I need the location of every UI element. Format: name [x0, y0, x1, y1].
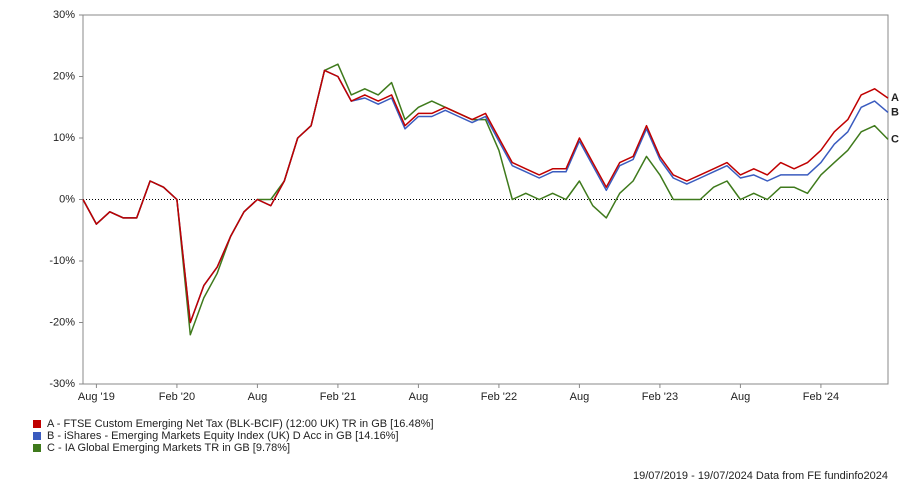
y-tick-label: 30% [53, 9, 75, 21]
x-tick-label: Feb '24 [803, 391, 839, 403]
x-tick-label: Feb '21 [320, 391, 356, 403]
x-tick-label: Feb '23 [642, 391, 678, 403]
footer: 19/07/2019 - 19/07/2024 Data from FE fun… [633, 470, 888, 482]
series-line [82, 63, 889, 336]
y-tick-label: -20% [49, 316, 75, 328]
x-tick-label: Aug [248, 391, 268, 403]
legend-swatch [33, 432, 41, 440]
y-tick-label: -30% [49, 378, 75, 390]
y-tick-label: 10% [53, 132, 75, 144]
series-line [82, 69, 889, 324]
x-tick-label: Aug '19 [78, 391, 115, 403]
legend-label: C - IA Global Emerging Markets TR in GB … [47, 442, 290, 454]
y-tick-label: 20% [53, 70, 75, 82]
y-tick-label: 0% [59, 193, 75, 205]
end-label: B [891, 106, 899, 118]
legend-label: B - iShares - Emerging Markets Equity In… [47, 430, 399, 442]
y-tick-label: -10% [49, 255, 75, 267]
x-tick-label: Aug [409, 391, 429, 403]
x-tick-label: Aug [731, 391, 751, 403]
legend-swatch [33, 444, 41, 452]
legend-swatch [33, 420, 41, 428]
end-label: C [891, 133, 899, 145]
legend-label: A - FTSE Custom Emerging Net Tax (BLK-BC… [47, 418, 434, 430]
end-label: A [891, 92, 899, 104]
x-tick-label: Feb '20 [159, 391, 195, 403]
x-tick-label: Aug [570, 391, 590, 403]
x-tick-label: Feb '22 [481, 391, 517, 403]
